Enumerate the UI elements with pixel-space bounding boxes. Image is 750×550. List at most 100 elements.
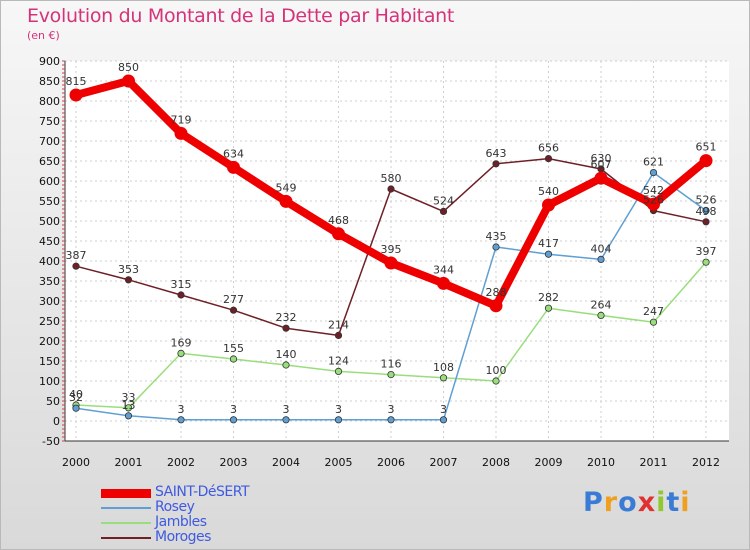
data-label: 540	[538, 185, 559, 198]
x-tick-label: 2004	[272, 456, 300, 469]
y-tick-label: 700	[39, 135, 60, 148]
logo-letter: P	[583, 487, 604, 518]
logo-letter: r	[603, 487, 619, 518]
data-point	[279, 194, 293, 208]
data-label: 315	[171, 278, 192, 291]
x-tick-label: 2005	[325, 456, 353, 469]
data-point	[72, 262, 80, 270]
chart-unit: (en €)	[27, 29, 60, 42]
data-point	[437, 276, 450, 290]
data-point	[699, 154, 713, 168]
legend-swatch	[101, 537, 151, 539]
data-point	[282, 416, 290, 424]
data-point	[647, 197, 660, 211]
data-point	[384, 256, 398, 270]
data-label: 643	[486, 147, 507, 160]
data-point	[282, 324, 290, 332]
data-label: 524	[433, 194, 454, 207]
data-label: 140	[276, 348, 297, 361]
data-label: 498	[696, 205, 717, 218]
data-label: 344	[433, 263, 454, 276]
data-point	[334, 331, 343, 339]
data-point	[492, 377, 500, 385]
data-point	[177, 416, 185, 424]
data-label: 815	[66, 75, 87, 88]
data-label: 630	[591, 152, 612, 165]
y-tick-label: 800	[39, 95, 60, 108]
logo-letter: x	[637, 487, 657, 518]
data-point	[387, 185, 395, 193]
data-label: 526	[696, 194, 717, 207]
data-point	[69, 88, 83, 102]
data-label: 282	[538, 291, 559, 304]
y-tick-label: 200	[39, 335, 60, 348]
data-point	[122, 74, 135, 88]
data-point	[649, 169, 658, 177]
x-tick-label: 2002	[167, 456, 195, 469]
data-label: 32	[69, 391, 83, 404]
y-tick-label: 600	[39, 175, 60, 188]
x-tick-label: 2007	[430, 456, 458, 469]
data-label: 621	[643, 156, 664, 169]
data-point	[227, 160, 240, 174]
y-tick-label: 900	[39, 55, 60, 68]
y-tick-label: 450	[39, 235, 60, 248]
y-tick-label: 550	[39, 195, 60, 208]
x-tick-label: 2001	[115, 456, 143, 469]
x-tick-label: 2000	[62, 456, 90, 469]
data-label: 116	[381, 358, 402, 371]
data-point	[174, 126, 188, 140]
y-tick-label: 350	[39, 275, 60, 288]
data-point	[702, 207, 710, 215]
data-label: 3	[440, 403, 447, 416]
data-label: 13	[122, 399, 136, 412]
data-point	[702, 218, 710, 226]
data-point	[492, 243, 500, 251]
data-label: 3	[335, 403, 342, 416]
data-point	[177, 291, 185, 299]
x-tick-label: 2010	[587, 456, 615, 469]
data-label: 395	[381, 243, 402, 256]
data-label: 40	[69, 388, 83, 401]
legend-swatch	[101, 488, 151, 498]
data-label: 353	[118, 263, 139, 276]
data-label: 124	[328, 354, 349, 367]
data-point	[229, 416, 238, 424]
data-label: 232	[276, 311, 297, 324]
y-tick-label: 100	[39, 375, 60, 388]
data-point	[542, 198, 555, 212]
data-point	[439, 207, 448, 215]
legend-label: SAINT-DéSERT	[155, 484, 250, 500]
data-label: 850	[118, 61, 139, 74]
data-label: 169	[171, 336, 192, 349]
y-tick-label: 500	[39, 215, 60, 228]
data-label: 100	[486, 364, 507, 377]
y-tick-label: 650	[39, 155, 60, 168]
data-label: 33	[122, 391, 136, 404]
legend-label: Moroges	[155, 529, 211, 545]
data-label: 656	[538, 142, 559, 155]
data-point	[72, 404, 80, 412]
x-tick-label: 2012	[692, 456, 720, 469]
data-point	[544, 304, 553, 312]
data-label: 387	[66, 249, 87, 262]
data-label: 526	[643, 194, 664, 207]
data-point	[597, 311, 605, 319]
x-tick-label: 2008	[482, 456, 510, 469]
data-point	[334, 416, 343, 424]
data-point	[124, 276, 133, 284]
data-point	[594, 171, 608, 185]
data-label: 468	[328, 214, 349, 227]
logo-letter: t	[666, 487, 681, 518]
data-point	[492, 160, 500, 168]
data-label: 607	[591, 158, 612, 171]
data-point	[544, 155, 553, 163]
y-tick-label: 50	[46, 395, 60, 408]
proxiti-logo: Proxiti	[583, 487, 691, 518]
y-tick-label: 150	[39, 355, 60, 368]
x-tick-label: 2006	[377, 456, 405, 469]
data-label: 288	[486, 286, 507, 299]
data-point	[387, 370, 395, 379]
